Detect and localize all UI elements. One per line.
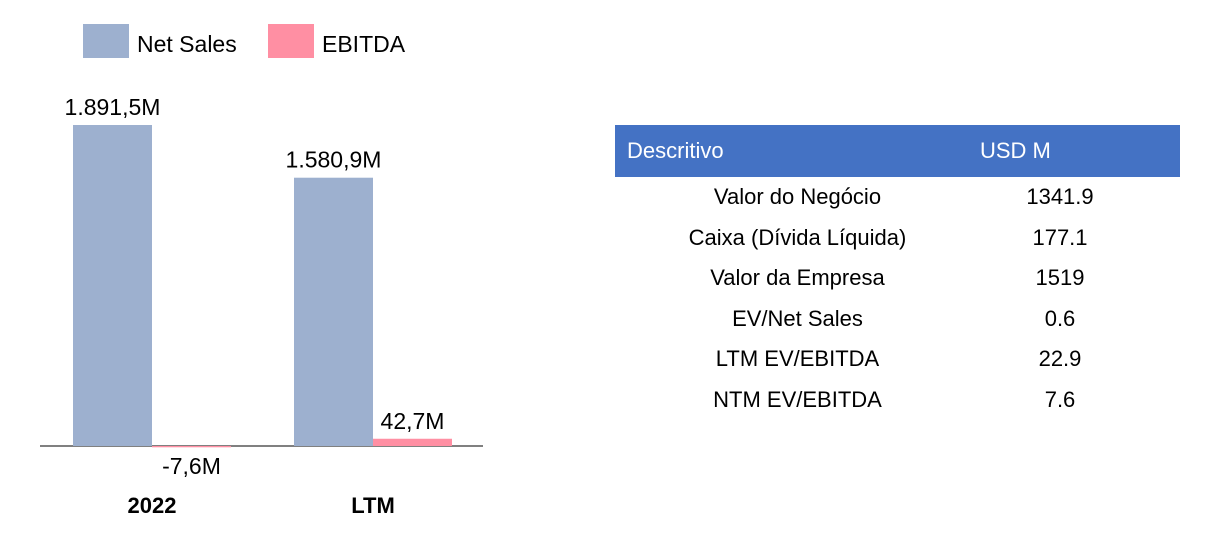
table-row: NTM EV/EBITDA 7.6	[615, 380, 1180, 421]
table-cell-label: Valor da Empresa	[710, 265, 885, 291]
bar-chart: Net Sales EBITDA 1.891,5M -7,6M 2022 1.580,9M…	[40, 24, 483, 518]
table-row: Valor da Empresa 1519	[615, 258, 1180, 299]
table-cell-label: EV/Net Sales	[732, 305, 863, 331]
table-cell-value: 177.1	[1032, 224, 1088, 250]
header-descritivo: Descritivo	[627, 138, 724, 163]
header-usd: USD M	[980, 138, 1051, 163]
bar-net-sales-2022	[73, 125, 152, 446]
bar-net-sales-ltm	[294, 177, 373, 446]
table-cell-label: NTM EV/EBITDA	[713, 386, 882, 412]
table-cell-value: 1519	[1035, 265, 1085, 291]
legend-swatch-ebitda	[268, 24, 314, 58]
legend-label: EBITDA	[322, 31, 406, 57]
table-cell-label: Valor do Negócio	[713, 184, 882, 210]
table-body: Valor do Negócio 1341.9 Caixa (Dívida Líqu…	[615, 177, 1180, 420]
bar-ebitda-ltm	[373, 438, 452, 446]
bar-ebitda-2022	[152, 446, 231, 448]
table-cell-value: 22.9	[1038, 346, 1082, 372]
category-label: LTM	[351, 493, 395, 518]
table-row: LTM EV/EBITDA 22.9	[615, 339, 1180, 380]
table-row: Caixa (Dívida Líquida) 177.1	[615, 218, 1180, 259]
table-cell-value: 7.6	[1044, 386, 1076, 412]
data-label: 1.891,5M	[65, 94, 161, 120]
table-cell-label: LTM EV/EBITDA	[715, 346, 880, 372]
data-label: -7,6M	[162, 453, 221, 479]
valuation-table: Descritivo USD M Valor do Negócio 1341.9 C…	[615, 125, 1180, 420]
table-row: EV/Net Sales 0.6	[615, 299, 1180, 340]
table-cell-label: Caixa (Dívida Líquida)	[688, 224, 907, 250]
legend-label: Net Sales	[137, 31, 237, 57]
table-cell-value: 0.6	[1044, 305, 1076, 331]
category-label: 2022	[128, 493, 177, 518]
table-cell-value: 1341.9	[1026, 184, 1094, 210]
table-row: Valor do Negócio 1341.9	[615, 177, 1180, 218]
data-label: 42,7M	[381, 408, 445, 434]
table-header: Descritivo USD M	[615, 125, 1180, 177]
legend-swatch-net-sales	[83, 24, 129, 58]
data-label: 1.580,9M	[286, 147, 382, 173]
